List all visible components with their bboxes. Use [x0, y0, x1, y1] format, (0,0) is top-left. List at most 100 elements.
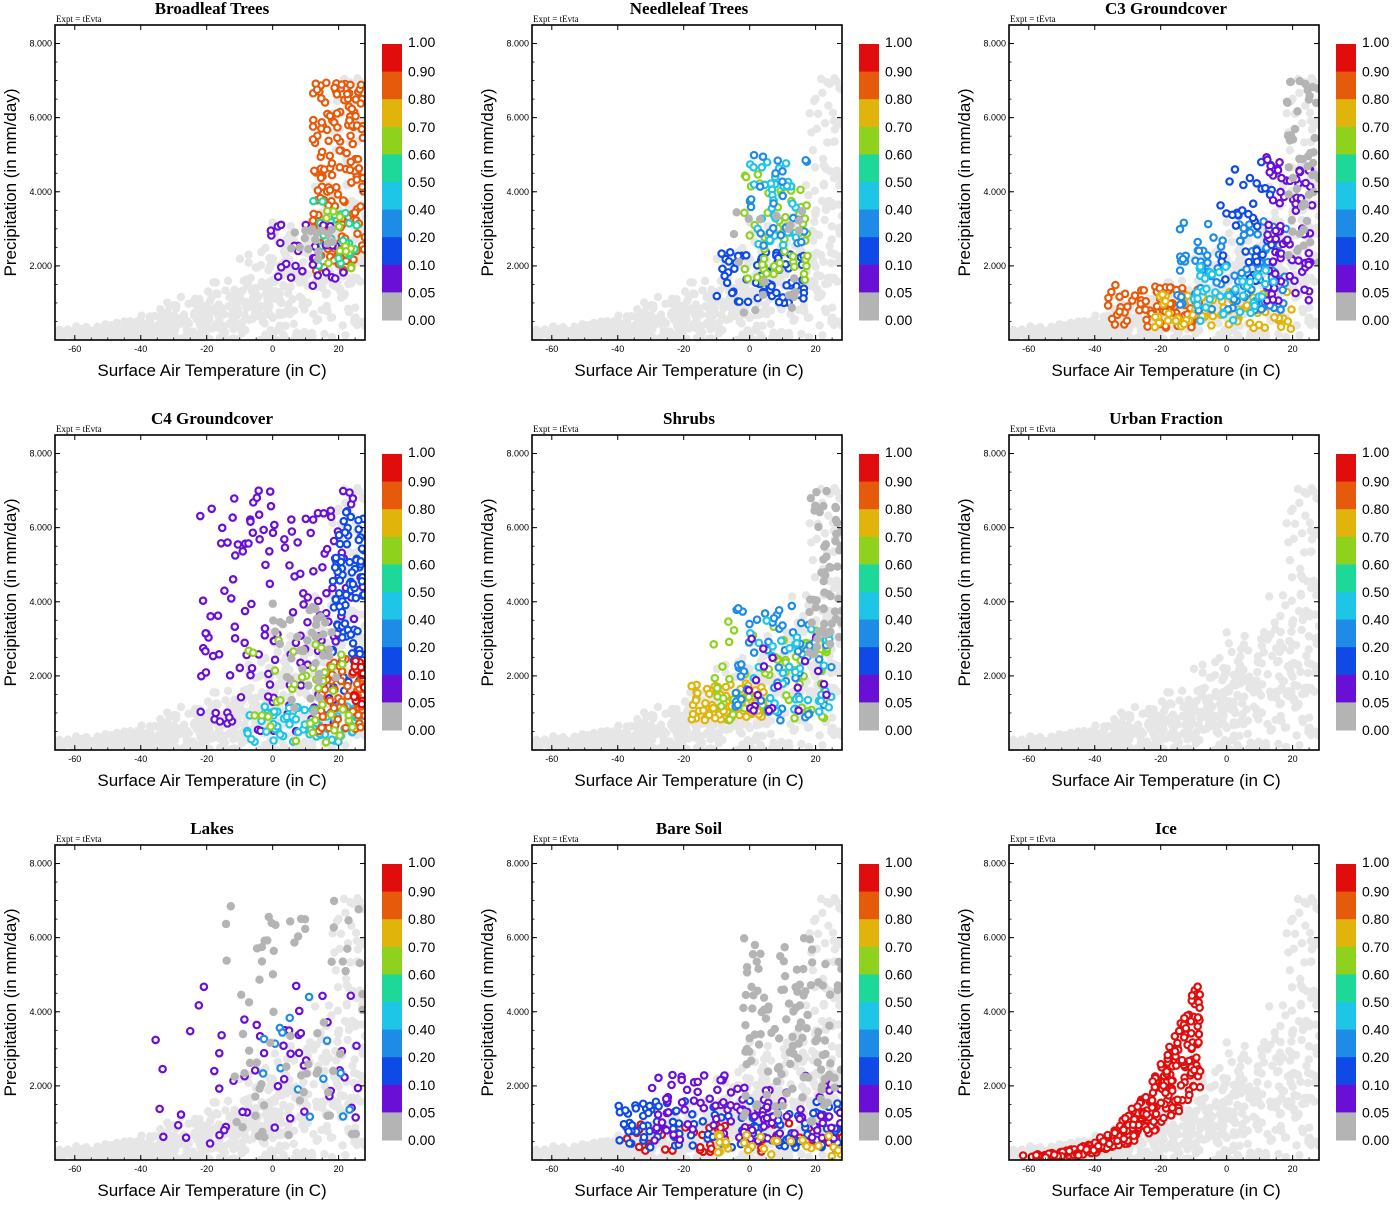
data-point — [270, 520, 279, 530]
background-point — [824, 101, 833, 110]
background-point — [192, 309, 202, 318]
data-point — [797, 207, 807, 216]
data-point — [725, 248, 735, 257]
data-point — [1231, 284, 1240, 294]
points-group — [1009, 74, 1319, 340]
data-point — [343, 681, 352, 691]
background-point — [810, 229, 819, 238]
background-point — [645, 333, 655, 340]
expt-label: Expt = tEvta — [533, 14, 579, 24]
data-point — [746, 202, 756, 212]
background-point — [804, 723, 814, 732]
data-point — [268, 599, 277, 608]
background-point — [1222, 218, 1231, 227]
background-point — [804, 332, 814, 340]
colorbar-label: 0.70 — [885, 119, 912, 135]
background-point — [809, 258, 819, 268]
background-point — [275, 324, 284, 333]
background-point — [347, 196, 357, 206]
colorbar-segment — [382, 674, 402, 703]
y-axis-label: Precipitation (in mm/day) — [955, 88, 974, 276]
data-point — [201, 646, 210, 656]
y-tick-label: 6.000 — [29, 523, 52, 533]
background-point — [1052, 333, 1062, 340]
background-point — [1080, 317, 1089, 326]
background-point — [1229, 260, 1238, 270]
data-point — [1310, 133, 1319, 143]
data-point — [317, 723, 326, 733]
data-point — [729, 229, 739, 239]
data-point — [786, 220, 795, 230]
data-point — [354, 524, 364, 534]
background-point — [257, 282, 266, 291]
data-point — [308, 281, 318, 291]
data-point — [314, 247, 323, 257]
background-point — [756, 330, 765, 339]
data-point — [1304, 151, 1313, 161]
data-point — [758, 152, 768, 162]
data-point — [758, 290, 767, 300]
background-point — [818, 330, 827, 340]
colorbar-label: 0.50 — [408, 584, 435, 600]
data-point — [308, 728, 317, 738]
data-point — [1177, 292, 1186, 302]
data-point — [322, 78, 331, 88]
background-point — [826, 248, 836, 258]
background-point — [327, 332, 337, 340]
background-point — [352, 320, 362, 330]
background-point — [279, 740, 288, 749]
background-point — [752, 324, 761, 333]
background-point — [584, 737, 593, 746]
data-point — [775, 258, 785, 268]
data-point — [312, 85, 322, 94]
data-point — [319, 651, 328, 660]
background-point — [1122, 333, 1132, 340]
colorbar-segment — [1336, 182, 1356, 211]
data-point — [353, 229, 362, 238]
expt-label: Expt = tEvta — [56, 14, 102, 24]
background-point — [156, 304, 165, 314]
background-point — [1068, 332, 1077, 340]
data-point — [1239, 180, 1248, 190]
colorbar-label: 0.90 — [408, 474, 435, 490]
data-point — [1115, 292, 1124, 301]
data-point — [325, 151, 335, 161]
data-point — [359, 590, 365, 600]
background-point — [55, 325, 64, 335]
background-point — [236, 705, 246, 715]
data-point — [325, 185, 335, 195]
data-point — [331, 595, 341, 604]
background-point — [808, 146, 818, 155]
data-point — [1188, 310, 1198, 320]
background-point — [266, 325, 275, 335]
background-point — [832, 166, 842, 175]
background-point — [258, 317, 267, 326]
data-point — [1248, 199, 1258, 208]
background-point — [804, 191, 813, 200]
background-point — [1251, 331, 1260, 340]
background-point — [575, 333, 585, 340]
data-point — [802, 261, 811, 271]
data-point — [753, 170, 763, 179]
colorbar-label: 0.60 — [1362, 146, 1389, 162]
data-point — [1175, 266, 1185, 275]
background-point — [186, 738, 195, 747]
colorbar-label: 0.00 — [408, 312, 435, 328]
background-point — [243, 281, 253, 291]
data-point — [350, 208, 360, 217]
data-point — [1242, 301, 1252, 310]
data-point — [296, 646, 305, 655]
background-point — [638, 729, 647, 738]
background-point — [733, 335, 742, 340]
background-point — [819, 181, 829, 190]
background-point — [1282, 109, 1291, 118]
background-point — [646, 318, 655, 327]
data-point — [293, 632, 302, 642]
data-point — [1252, 221, 1262, 231]
data-point — [354, 535, 364, 545]
data-point — [289, 647, 298, 656]
data-point — [269, 616, 278, 625]
data-point — [308, 260, 318, 269]
data-point — [298, 266, 307, 276]
background-point — [336, 285, 345, 294]
